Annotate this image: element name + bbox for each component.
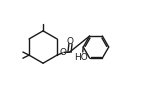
Text: HO: HO bbox=[74, 53, 88, 62]
Text: O: O bbox=[60, 48, 67, 57]
Text: O: O bbox=[67, 37, 74, 46]
